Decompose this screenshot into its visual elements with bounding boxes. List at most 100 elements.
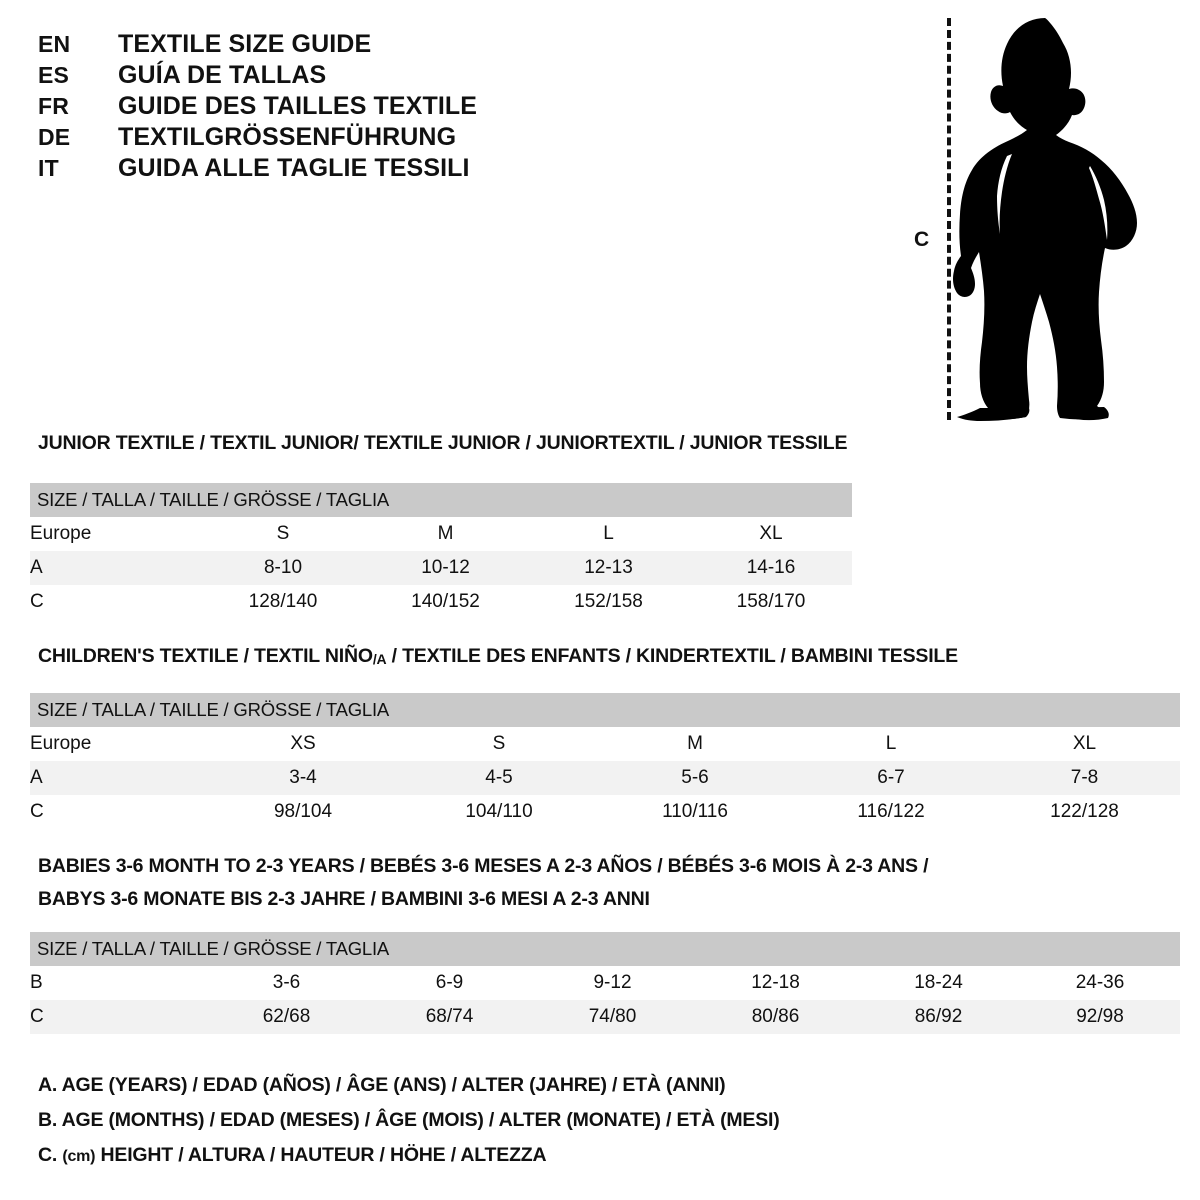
babies-row-label-b: B [30, 966, 205, 1000]
language-code-fr: FR [38, 93, 70, 119]
table-cell: 74/80 [531, 1000, 694, 1034]
guide-title-fr: GUIDE DES TAILLES TEXTILE [118, 92, 478, 120]
table-cell: 8-10 [202, 551, 364, 585]
table-cell: 152/158 [527, 585, 690, 619]
language-row: DE TEXTILGRÖSSENFÜHRUNG [38, 123, 558, 154]
children-bar-label-cell: SIZE / TALLA / TAILLE / GRÖSSE / TAGLIA [30, 693, 1181, 727]
babies-bar-label-cell: SIZE / TALLA / TAILLE / GRÖSSE / TAGLIA [30, 932, 1180, 966]
children-section-heading: CHILDREN'S TEXTILE / TEXTIL NIÑO/A / TEX… [38, 645, 958, 668]
children-row-label-europe: Europe [30, 727, 205, 761]
table-cell: 5-6 [597, 761, 793, 795]
children-bar-label: SIZE / TALLA / TAILLE / GRÖSSE / TAGLIA [37, 699, 390, 720]
table-cell: 140/152 [364, 585, 527, 619]
babies-bar-label: SIZE / TALLA / TAILLE / GRÖSSE / TAGLIA [37, 938, 390, 959]
children-heading-post: / TEXTILE DES ENFANTS / KINDERTEXTIL / B… [386, 645, 959, 667]
table-cell: L [793, 727, 989, 761]
table-cell: 104/110 [401, 795, 597, 829]
table-cell: XS [205, 727, 401, 761]
table-cell: S [202, 517, 364, 551]
junior-size-table: SIZE / TALLA / TAILLE / GRÖSSE / TAGLIA … [30, 483, 853, 619]
table-cell: 10-12 [364, 551, 527, 585]
legend-c-text: HEIGHT / ALTURA / HAUTEUR / HÖHE / ALTEZ… [95, 1144, 547, 1166]
table-cell: 9-12 [531, 966, 694, 1000]
babies-row-label-c: C [30, 1000, 205, 1034]
table-cell: 3-4 [205, 761, 401, 795]
table-row: Europe S M L XL [30, 517, 853, 551]
children-row-label-a: A [30, 761, 205, 795]
table-cell: 12-13 [527, 551, 690, 585]
junior-row-label-europe: Europe [30, 517, 202, 551]
table-row: C 98/104 104/110 110/116 116/122 122/128 [30, 795, 1181, 829]
legend-line-c: C. (cm) HEIGHT / ALTURA / HAUTEUR / HÖHE… [38, 1138, 780, 1174]
table-cell: 98/104 [205, 795, 401, 829]
children-heading-pre: CHILDREN'S TEXTILE / TEXTIL NIÑO [38, 645, 373, 667]
table-cell: M [597, 727, 793, 761]
guide-title-en: TEXTILE SIZE GUIDE [118, 30, 372, 58]
language-row: IT GUIDA ALLE TAGLIE TESSILI [38, 154, 558, 185]
height-measurement-figure: C [900, 8, 1160, 423]
guide-title-de: TEXTILGRÖSSENFÜHRUNG [118, 123, 457, 151]
language-code-en: EN [38, 31, 71, 57]
table-row: A 3-4 4-5 5-6 6-7 7-8 [30, 761, 1181, 795]
babies-section-heading-line2: BABYS 3-6 MONATE BIS 2-3 JAHRE / BAMBINI… [38, 888, 650, 910]
legend-block: A. AGE (YEARS) / EDAD (AÑOS) / ÂGE (ANS)… [38, 1068, 780, 1174]
children-row-label-c: C [30, 795, 205, 829]
table-cell: 128/140 [202, 585, 364, 619]
table-cell: 86/92 [857, 1000, 1020, 1034]
legend-line-b: B. AGE (MONTHS) / EDAD (MESES) / ÂGE (MO… [38, 1109, 780, 1131]
legend-c-prefix: C. [38, 1144, 63, 1166]
table-cell: 18-24 [857, 966, 1020, 1000]
legend-c-unit: (cm) [62, 1148, 96, 1165]
children-size-table: SIZE / TALLA / TAILLE / GRÖSSE / TAGLIA … [30, 693, 1181, 829]
table-cell: 3-6 [205, 966, 368, 1000]
language-code-it: IT [38, 155, 59, 181]
table-cell: 62/68 [205, 1000, 368, 1034]
table-cell: 14-16 [690, 551, 853, 585]
table-cell: 158/170 [690, 585, 853, 619]
junior-bar-label: SIZE / TALLA / TAILLE / GRÖSSE / TAGLIA [37, 489, 390, 510]
table-cell: 12-18 [694, 966, 857, 1000]
height-dashed-line [947, 18, 951, 420]
language-row: FR GUIDE DES TAILLES TEXTILE [38, 92, 558, 123]
measure-label-c: C [914, 228, 930, 251]
junior-row-label-a: A [30, 551, 202, 585]
table-cell: 92/98 [1020, 1000, 1180, 1034]
table-cell: 68/74 [368, 1000, 531, 1034]
guide-title-it: GUIDA ALLE TAGLIE TESSILI [118, 154, 470, 182]
table-cell: 7-8 [989, 761, 1181, 795]
language-row: EN TEXTILE SIZE GUIDE [38, 30, 558, 61]
junior-section-heading: JUNIOR TEXTILE / TEXTIL JUNIOR/ TEXTILE … [38, 432, 848, 454]
table-cell: 6-7 [793, 761, 989, 795]
language-code-es: ES [38, 62, 70, 88]
table-cell: 24-36 [1020, 966, 1180, 1000]
children-table-bar-row: SIZE / TALLA / TAILLE / GRÖSSE / TAGLIA [30, 693, 1181, 727]
junior-row-label-c: C [30, 585, 202, 619]
babies-size-table: SIZE / TALLA / TAILLE / GRÖSSE / TAGLIA … [30, 932, 1180, 1034]
table-cell: M [364, 517, 527, 551]
table-cell: 6-9 [368, 966, 531, 1000]
toddler-silhouette-icon [953, 18, 1137, 421]
table-row: C 62/68 68/74 74/80 80/86 86/92 92/98 [30, 1000, 1180, 1034]
table-cell: XL [989, 727, 1181, 761]
babies-section-heading-line1: BABIES 3-6 MONTH TO 2-3 YEARS / BEBÉS 3-… [38, 855, 929, 877]
table-cell: S [401, 727, 597, 761]
table-cell: 4-5 [401, 761, 597, 795]
table-row: Europe XS S M L XL [30, 727, 1181, 761]
table-row: C 128/140 140/152 152/158 158/170 [30, 585, 853, 619]
table-row: A 8-10 10-12 12-13 14-16 [30, 551, 853, 585]
table-cell: XL [690, 517, 853, 551]
table-cell: 80/86 [694, 1000, 857, 1034]
babies-table-bar-row: SIZE / TALLA / TAILLE / GRÖSSE / TAGLIA [30, 932, 1180, 966]
table-cell: 116/122 [793, 795, 989, 829]
language-row: ES GUÍA DE TALLAS [38, 61, 558, 92]
table-cell: 110/116 [597, 795, 793, 829]
table-row: B 3-6 6-9 9-12 12-18 18-24 24-36 [30, 966, 1180, 1000]
junior-bar-label-cell: SIZE / TALLA / TAILLE / GRÖSSE / TAGLIA [30, 483, 853, 517]
language-code-de: DE [38, 124, 71, 150]
guide-title-es: GUÍA DE TALLAS [118, 61, 327, 89]
legend-line-a: A. AGE (YEARS) / EDAD (AÑOS) / ÂGE (ANS)… [38, 1074, 726, 1096]
children-heading-subscript: /A [372, 651, 387, 667]
junior-table-bar-row: SIZE / TALLA / TAILLE / GRÖSSE / TAGLIA [30, 483, 853, 517]
language-header-block: EN TEXTILE SIZE GUIDE ES GUÍA DE TALLAS … [38, 30, 558, 185]
table-cell: L [527, 517, 690, 551]
